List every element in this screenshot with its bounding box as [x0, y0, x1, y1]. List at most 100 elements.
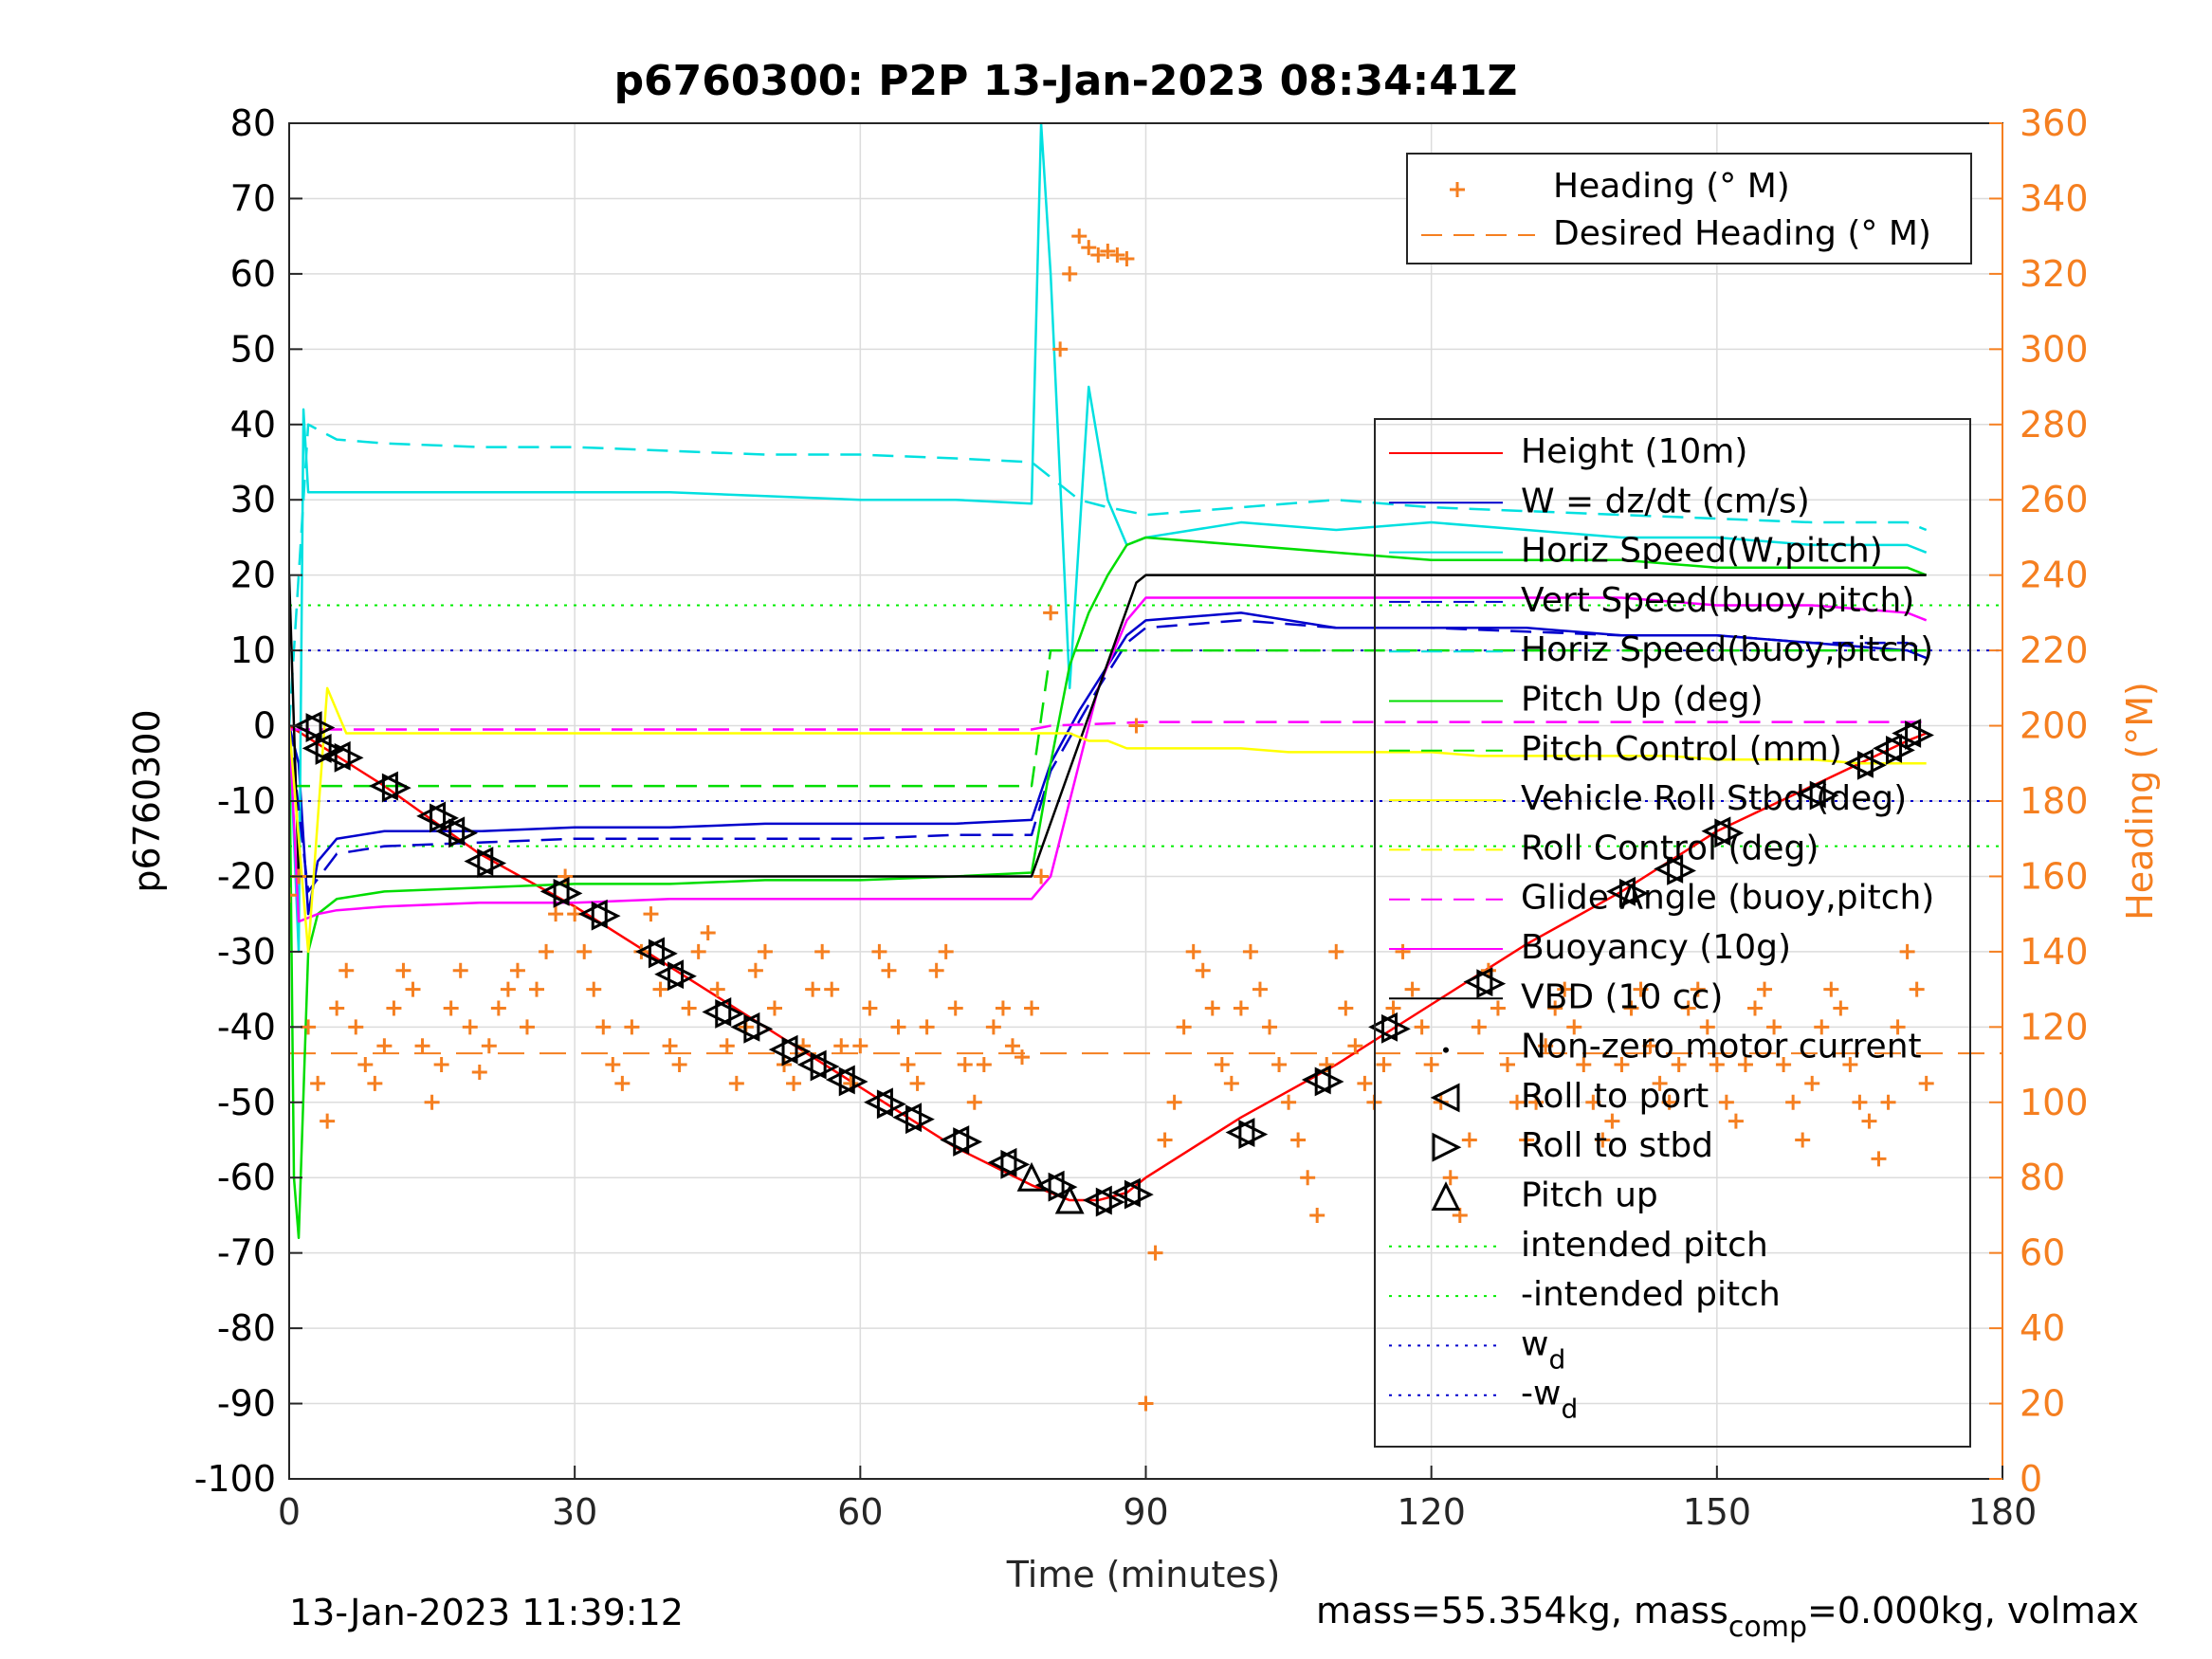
right-tick-label: 80: [2020, 1157, 2065, 1198]
legend-label-main: -w: [1521, 1375, 1561, 1413]
heading-point: [709, 981, 725, 997]
roll-stbd-marker: [1714, 818, 1745, 848]
legend-label-wd: wd: [1521, 1324, 1565, 1375]
legend-label-pitch-up: Pitch up: [1521, 1176, 1658, 1215]
heading-point: [871, 943, 887, 959]
heading-point: [405, 981, 421, 997]
right-tick-label: 200: [2020, 705, 2089, 747]
heading-point: [1176, 1019, 1192, 1035]
roll-stbd-marker: [477, 848, 507, 878]
heading-point: [814, 943, 831, 959]
heading-point: [1157, 1132, 1173, 1148]
heading-point: [1147, 1245, 1163, 1261]
heading-point: [1309, 1207, 1325, 1223]
series-pitch-control-mm: [289, 648, 1927, 788]
heading-point: [1604, 1113, 1620, 1129]
legend-main-box: [1374, 418, 1971, 1448]
heading-point: [1404, 981, 1420, 997]
heading-point: [681, 1000, 697, 1016]
y-tick-label: 20: [230, 555, 276, 596]
legend-label-sub: d: [1561, 1394, 1578, 1425]
footer-mass: mass=55.354kg, masscomp=0.000kg, volmax: [1316, 1590, 2139, 1644]
heading-point: [1509, 1094, 1526, 1110]
y-tick-label: -100: [194, 1458, 276, 1500]
heading-point: [757, 943, 773, 959]
heading-point: [805, 981, 821, 997]
heading-point: [909, 1075, 925, 1091]
x-axis-ticks: 0 30 60 90 120 150 180: [278, 1466, 2037, 1533]
y-axis-label: p6760300: [126, 709, 168, 892]
heading-point: [1033, 868, 1050, 884]
heading-point: [1128, 718, 1144, 734]
heading-point: [671, 1057, 687, 1073]
x-axis-label: Time (minutes): [1006, 1554, 1281, 1595]
heading-point: [1547, 1000, 1563, 1016]
heading-point: [1823, 981, 1839, 997]
heading-point: [433, 1057, 449, 1073]
heading-point: [462, 1019, 478, 1035]
marker-layer: [292, 711, 1934, 1217]
heading-point: [509, 962, 525, 978]
heading-point: [1557, 981, 1573, 997]
heading-point: [1528, 1094, 1545, 1110]
right-tick-label: 360: [2020, 102, 2089, 144]
heading-point: [1062, 265, 1078, 282]
legend-label-pitch-control-mm: Pitch Control (mm): [1521, 730, 1842, 769]
legend-label-pitch-up-deg: Pitch Up (deg): [1521, 681, 1764, 720]
heading-point: [1052, 341, 1069, 357]
series-glide-angle-buoy-pitch: [289, 720, 1927, 731]
heading-point: [1842, 1057, 1858, 1073]
legend-label-intended-pitch: -intended pitch: [1521, 1275, 1781, 1314]
heading-point: [700, 925, 716, 941]
heading-point: [1214, 1057, 1230, 1073]
heading-point: [900, 1057, 916, 1073]
heading-point: [1642, 1038, 1658, 1054]
heading-point: [348, 1019, 364, 1035]
heading-point: [1804, 1075, 1820, 1091]
heading-point: [1776, 1057, 1792, 1073]
heading-point: [1623, 1000, 1639, 1016]
heading-point: [443, 1000, 459, 1016]
heading-point: [1757, 981, 1773, 997]
heading-point: [1185, 943, 1201, 959]
heading-point: [833, 1038, 850, 1054]
heading-point: [1737, 1057, 1753, 1073]
heading-point: [1100, 244, 1116, 260]
y-tick-label: -30: [217, 931, 276, 973]
right-tick-label: 160: [2020, 855, 2089, 897]
y-tick-label: -80: [217, 1307, 276, 1349]
heading-point: [1661, 1094, 1677, 1110]
heading-point: [919, 1019, 935, 1035]
series-horiz-speed-buoy-pitch: [289, 423, 1928, 726]
legend-sample-pitch-up: [1431, 1181, 1461, 1211]
heading-point: [614, 1075, 631, 1091]
series-horiz-speed-w-pitch: [289, 123, 1928, 954]
heading-point: [1252, 981, 1268, 997]
heading-point: [1746, 1000, 1763, 1016]
heading-point: [1290, 1132, 1307, 1148]
heading-point: [928, 962, 944, 978]
heading-point: [1357, 1075, 1373, 1091]
roll-stbd-marker: [715, 999, 745, 1029]
roll-stbd-marker: [305, 713, 336, 742]
heading-point: [1614, 1057, 1630, 1073]
heading-point: [1576, 1057, 1592, 1073]
x-tick-label: 30: [552, 1491, 597, 1533]
x-tick-label: 180: [1968, 1491, 2038, 1533]
footer-mass-text: mass=55.354kg, mass: [1316, 1590, 1728, 1632]
heading-point: [1242, 943, 1258, 959]
y-tick-label: -60: [217, 1157, 276, 1198]
legend-main: Height (10m) W = dz/dt (cm/s) Horiz Speed(…: [1374, 418, 1971, 1448]
right-tick-label: 40: [2020, 1307, 2065, 1349]
heading-point: [539, 943, 555, 959]
heading-point: [1138, 1395, 1154, 1412]
heading-point: [1442, 1170, 1458, 1186]
heading-point: [386, 1000, 402, 1016]
heading-point: [747, 962, 763, 978]
heading-point: [786, 1075, 802, 1091]
roll-stbd-marker: [1809, 780, 1839, 811]
heading-point: [890, 1019, 906, 1035]
heading-point: [1347, 1038, 1363, 1054]
heading-point: [414, 1038, 430, 1054]
heading-point: [310, 1075, 326, 1091]
